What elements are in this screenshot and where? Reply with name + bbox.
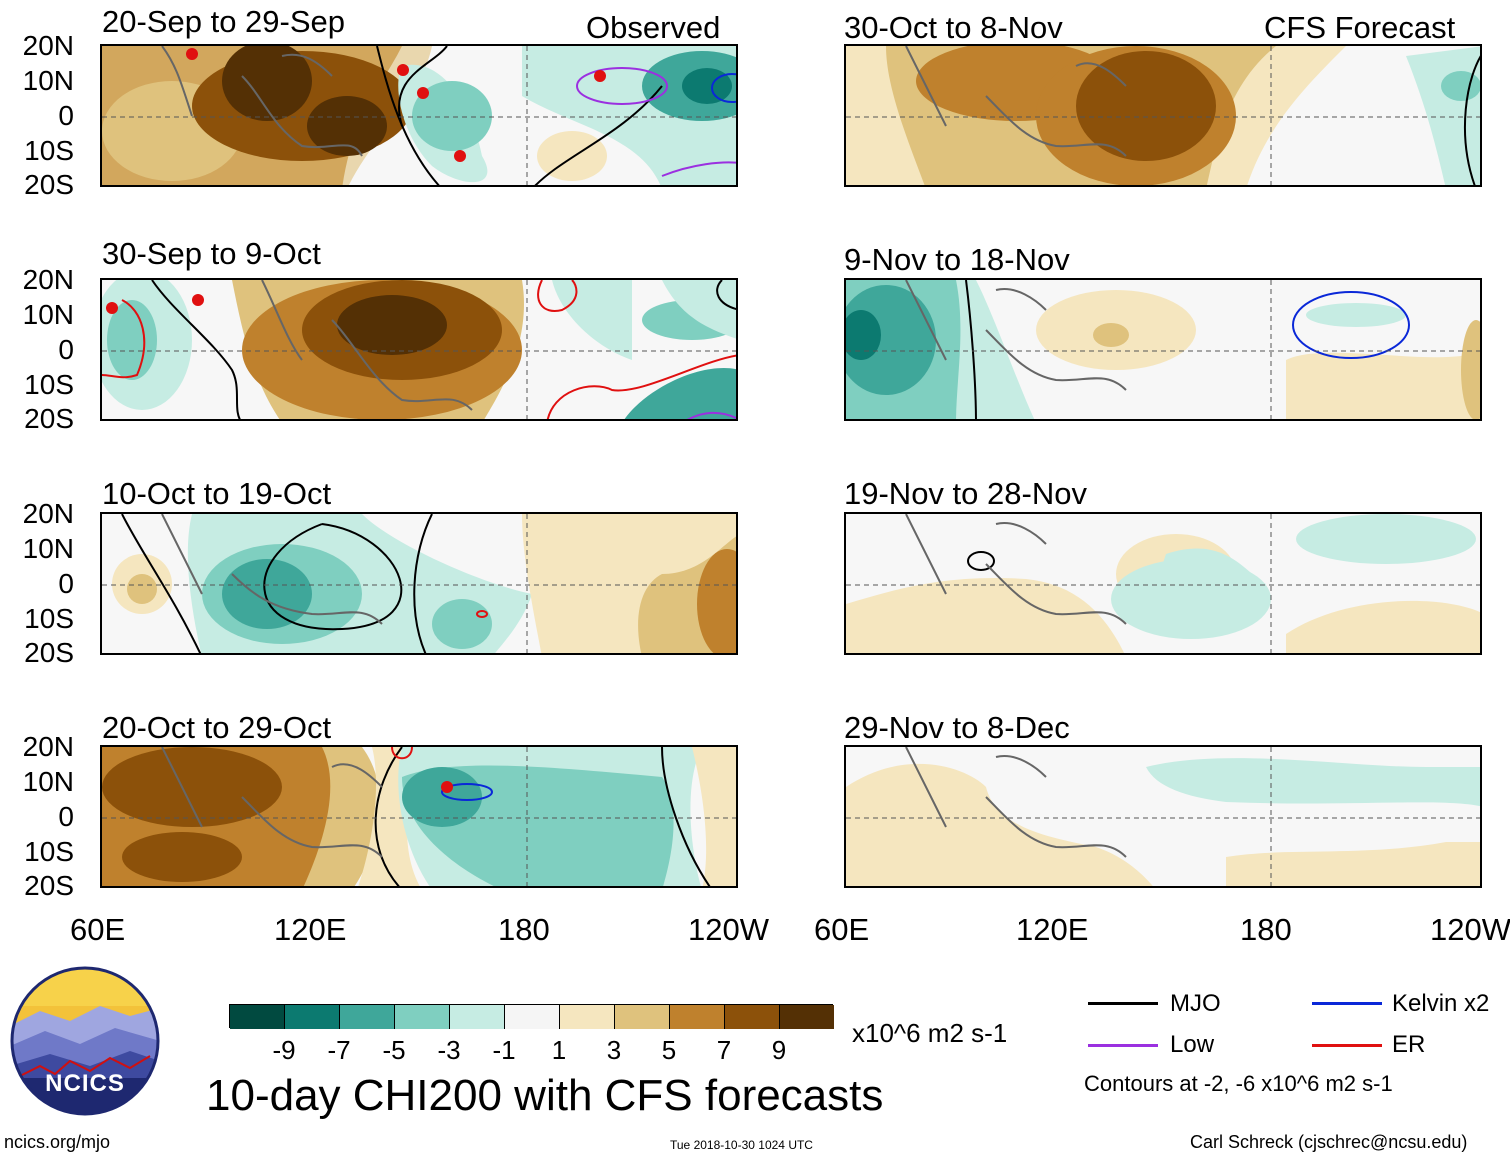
lat-label: 10N [22,533,74,564]
map-panel-3-field [102,514,736,653]
map-panel-8[interactable] [844,745,1482,888]
lat-label: 20S [24,870,74,901]
logo-text: NCICS [45,1070,125,1097]
map-panel-1[interactable] [100,44,738,187]
map-panel-8-field [846,747,1480,886]
map-panel-5-field [846,46,1480,185]
ncics-logo-icon [10,966,160,1116]
legend-low-line [1088,1044,1158,1047]
colorbar-swatch [285,1005,340,1029]
map-panel-6[interactable] [844,278,1482,421]
colorbar-tick: 1 [551,1035,567,1065]
legend-kelvin-label: Kelvin x2 [1392,990,1490,1017]
lon-label: 120E [274,912,347,947]
panel-7-title: 19-Nov to 28-Nov [844,476,1087,511]
colorbar-units: x10^6 m2 s-1 [852,1018,1008,1048]
lat-label: 10S [24,369,74,400]
lat-label: 10S [24,603,74,634]
lat-label: 20N [22,264,74,295]
colorbar-swatch [450,1005,505,1029]
lat-label: 10S [24,836,74,867]
lon-label: 120W [1430,912,1510,947]
lat-label: 20N [22,30,74,61]
legend-kelvin-line [1312,1002,1382,1005]
colorbar-swatch [505,1005,560,1029]
footer-author: Carl Schreck (cjschrec@ncsu.edu) [1190,1132,1468,1152]
colorbar-swatch [395,1005,450,1029]
lat-label: 20S [24,637,74,668]
colorbar-tick: -9 [272,1035,296,1065]
lat-label: 10S [24,135,74,166]
lon-label: 180 [1240,912,1292,947]
map-panel-5[interactable] [844,44,1482,187]
colorbar-swatch [230,1005,285,1029]
lon-label: 60E [814,912,870,947]
colorbar-tick: 9 [771,1035,787,1065]
legend-mjo-label: MJO [1170,990,1221,1017]
panel-2-title: 30-Sep to 9-Oct [102,236,321,271]
panel-4-title: 20-Oct to 29-Oct [102,710,332,745]
legend-low-label: Low [1170,1031,1215,1058]
lon-label: 180 [498,912,550,947]
colorbar [229,1004,834,1029]
lat-label: 0 [58,801,74,832]
colorbar-swatch [340,1005,395,1029]
panel-5-title: 30-Oct to 8-Nov [844,10,1063,45]
map-panel-3[interactable] [100,512,738,655]
panel-6-title: 9-Nov to 18-Nov [844,242,1070,277]
colorbar-tick: -3 [437,1035,461,1065]
lon-label: 60E [70,912,126,947]
lat-label: 20S [24,169,74,200]
lat-label: 20S [24,403,74,434]
lat-label: 10N [22,65,74,96]
colorbar-swatch [560,1005,615,1029]
map-panel-2-field [102,280,736,419]
main-title: 10-day CHI200 with CFS forecasts [206,1071,884,1120]
footer-url[interactable]: ncics.org/mjo [4,1132,111,1152]
ncics-logo[interactable]: NCICS [10,966,160,1116]
panel-8-title: 29-Nov to 8-Dec [844,710,1070,745]
colorbar-swatch [725,1005,780,1029]
panel-5-label: CFS Forecast [1264,10,1456,45]
map-panel-7[interactable] [844,512,1482,655]
lat-label: 10N [22,299,74,330]
colorbar-swatch [615,1005,670,1029]
lat-label: 0 [58,568,74,599]
map-panel-2[interactable] [100,278,738,421]
colorbar-tick: 5 [661,1035,677,1065]
lat-label: 20N [22,731,74,762]
panel-1-label: Observed [586,10,721,45]
lat-label: 0 [58,100,74,131]
map-panel-6-field [846,280,1480,419]
colorbar-tick: 3 [606,1035,622,1065]
lat-label: 0 [58,334,74,365]
colorbar-swatch [670,1005,725,1029]
colorbar-swatch [780,1005,834,1029]
colorbar-tick: -1 [492,1035,516,1065]
lat-label: 10N [22,766,74,797]
legend-mjo-line [1088,1002,1158,1005]
map-panel-7-field [846,514,1480,653]
legend-contour-note: Contours at -2, -6 x10^6 m2 s-1 [1084,1071,1393,1096]
colorbar-tick: 7 [716,1035,732,1065]
legend-er-line [1312,1044,1382,1047]
colorbar-tick: -7 [327,1035,351,1065]
lon-label: 120W [688,912,769,947]
lon-label: 120E [1016,912,1089,947]
legend-er-label: ER [1392,1031,1426,1058]
panel-3-title: 10-Oct to 19-Oct [102,476,332,511]
colorbar-tick: -5 [382,1035,406,1065]
panel-1-title: 20-Sep to 29-Sep [102,4,346,39]
map-panel-1-field [102,46,736,185]
lat-label: 20N [22,498,74,529]
map-panel-4-field [102,747,736,886]
map-panel-4[interactable] [100,745,738,888]
footer-timestamp: Tue 2018-10-30 1024 UTC [670,1138,813,1152]
